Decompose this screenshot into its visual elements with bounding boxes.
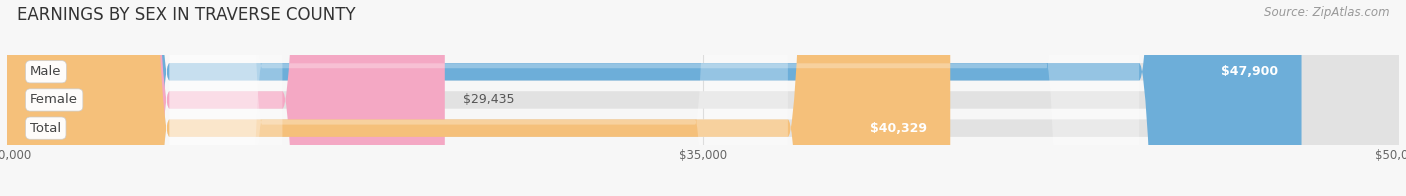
- FancyBboxPatch shape: [7, 0, 444, 196]
- FancyBboxPatch shape: [7, 0, 1399, 196]
- Text: EARNINGS BY SEX IN TRAVERSE COUNTY: EARNINGS BY SEX IN TRAVERSE COUNTY: [17, 6, 356, 24]
- FancyBboxPatch shape: [7, 0, 1399, 196]
- FancyBboxPatch shape: [7, 0, 950, 196]
- Text: $40,329: $40,329: [870, 122, 927, 135]
- Text: $47,900: $47,900: [1222, 65, 1278, 78]
- FancyBboxPatch shape: [169, 0, 787, 196]
- Text: $29,435: $29,435: [464, 93, 515, 106]
- Text: Source: ZipAtlas.com: Source: ZipAtlas.com: [1264, 6, 1389, 19]
- Text: Female: Female: [30, 93, 79, 106]
- FancyBboxPatch shape: [7, 0, 1302, 196]
- FancyBboxPatch shape: [7, 0, 1399, 196]
- Text: Male: Male: [30, 65, 62, 78]
- FancyBboxPatch shape: [169, 0, 283, 196]
- Text: Total: Total: [30, 122, 62, 135]
- FancyBboxPatch shape: [169, 0, 1139, 196]
